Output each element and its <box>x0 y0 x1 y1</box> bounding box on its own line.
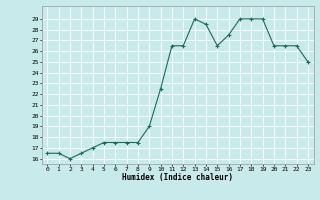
X-axis label: Humidex (Indice chaleur): Humidex (Indice chaleur) <box>122 173 233 182</box>
